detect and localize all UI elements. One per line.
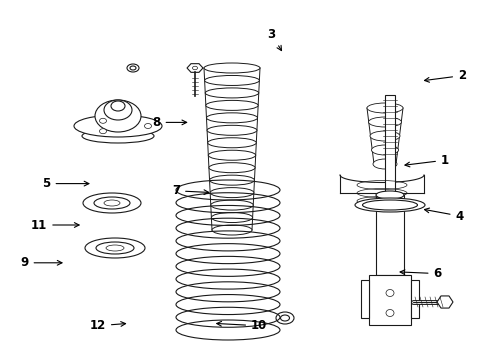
Ellipse shape	[82, 129, 154, 143]
Text: 8: 8	[152, 116, 186, 129]
Ellipse shape	[130, 66, 136, 70]
Ellipse shape	[362, 200, 417, 210]
Ellipse shape	[104, 200, 120, 206]
Ellipse shape	[372, 159, 396, 169]
Text: 2: 2	[424, 69, 465, 82]
Ellipse shape	[208, 163, 255, 173]
Polygon shape	[186, 64, 203, 72]
Bar	[384, 95, 394, 195]
Ellipse shape	[205, 100, 258, 111]
Ellipse shape	[207, 138, 256, 148]
Ellipse shape	[204, 76, 259, 85]
Ellipse shape	[99, 129, 106, 134]
Text: 9: 9	[20, 256, 62, 269]
Text: 12: 12	[89, 319, 125, 332]
Bar	[375, 195, 403, 275]
Bar	[360, 280, 368, 318]
Ellipse shape	[366, 103, 402, 113]
Polygon shape	[436, 296, 452, 308]
Ellipse shape	[96, 242, 134, 254]
Ellipse shape	[206, 125, 256, 135]
Ellipse shape	[83, 193, 141, 213]
Ellipse shape	[385, 289, 393, 297]
Ellipse shape	[95, 100, 141, 132]
Ellipse shape	[192, 66, 197, 70]
Ellipse shape	[354, 198, 424, 212]
Text: 7: 7	[172, 184, 208, 197]
Ellipse shape	[385, 310, 393, 316]
Ellipse shape	[371, 145, 398, 155]
Ellipse shape	[210, 200, 253, 210]
Text: 3: 3	[267, 28, 281, 51]
Ellipse shape	[211, 212, 252, 222]
Ellipse shape	[74, 115, 162, 137]
Text: 10: 10	[216, 319, 267, 332]
Bar	[410, 280, 418, 318]
Text: 5: 5	[42, 177, 89, 190]
Ellipse shape	[208, 150, 255, 160]
Ellipse shape	[144, 123, 151, 129]
Ellipse shape	[127, 64, 139, 72]
Ellipse shape	[205, 88, 258, 98]
Text: 6: 6	[399, 267, 441, 280]
Ellipse shape	[275, 312, 293, 324]
Ellipse shape	[375, 191, 403, 199]
Ellipse shape	[206, 113, 257, 123]
Ellipse shape	[209, 175, 254, 185]
Ellipse shape	[210, 188, 253, 198]
Text: 11: 11	[31, 219, 79, 231]
Ellipse shape	[280, 315, 289, 321]
Ellipse shape	[106, 245, 124, 251]
Ellipse shape	[369, 131, 399, 141]
Text: 1: 1	[404, 154, 448, 167]
Ellipse shape	[104, 100, 132, 120]
Ellipse shape	[85, 238, 145, 258]
Ellipse shape	[111, 101, 125, 111]
Ellipse shape	[212, 225, 251, 235]
Ellipse shape	[94, 197, 130, 209]
Ellipse shape	[99, 118, 106, 123]
Bar	[368, 275, 410, 325]
Ellipse shape	[203, 63, 260, 73]
Text: 4: 4	[424, 208, 463, 222]
Ellipse shape	[368, 117, 401, 127]
